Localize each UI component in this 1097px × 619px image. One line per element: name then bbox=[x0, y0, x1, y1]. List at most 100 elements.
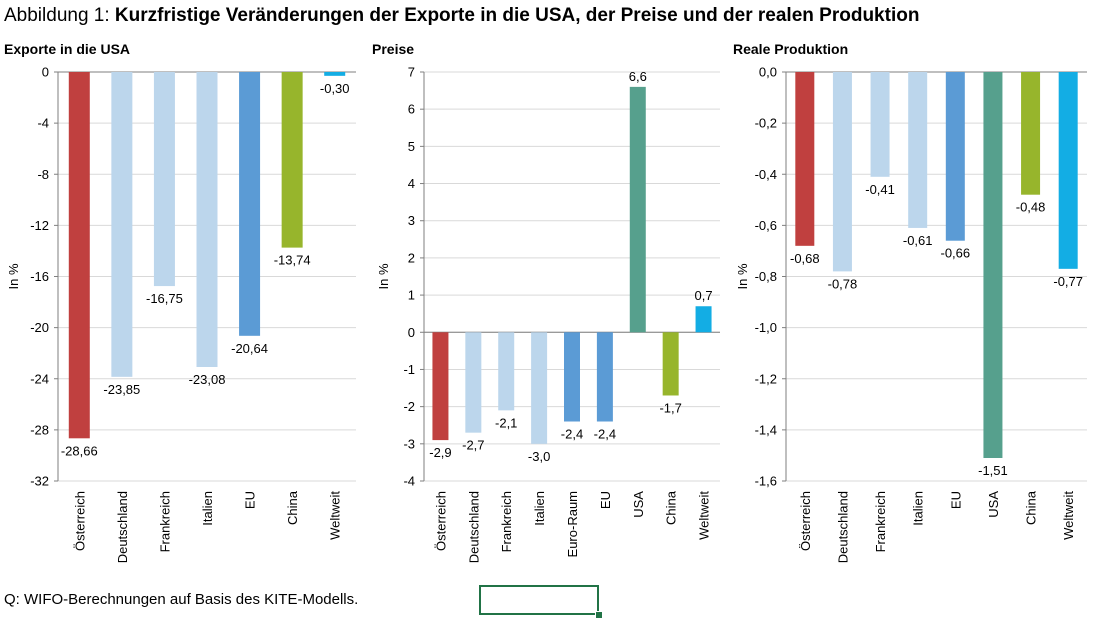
bar bbox=[870, 72, 890, 177]
chart-3-title: Reale Produktion bbox=[733, 41, 848, 57]
category-label: EU bbox=[948, 491, 963, 509]
data-label: -0,77 bbox=[1053, 274, 1083, 289]
category-label: Frankreich bbox=[499, 491, 514, 552]
bar bbox=[465, 332, 482, 433]
y-tick-label: -20 bbox=[30, 320, 49, 335]
y-tick-label: 6 bbox=[408, 102, 415, 117]
chart-1-title: Exporte in die USA bbox=[4, 41, 130, 57]
bar bbox=[432, 332, 449, 441]
y-tick-label: -8 bbox=[37, 167, 49, 182]
bar bbox=[281, 72, 303, 248]
data-label: -28,66 bbox=[61, 443, 98, 458]
data-label: -0,66 bbox=[940, 246, 970, 261]
y-tick-label: -4 bbox=[403, 474, 415, 489]
bar bbox=[695, 306, 712, 333]
bar bbox=[596, 332, 613, 422]
category-label: Frankreich bbox=[157, 491, 172, 552]
data-label: -0,78 bbox=[828, 276, 858, 291]
data-label: -2,7 bbox=[462, 438, 484, 453]
category-label: Österreich bbox=[433, 491, 448, 551]
y-tick-label: 0 bbox=[42, 65, 49, 80]
data-label: -2,1 bbox=[495, 415, 517, 430]
bar bbox=[832, 72, 852, 272]
y-tick-label: -3 bbox=[403, 436, 415, 451]
y-tick-label: 0 bbox=[408, 325, 415, 340]
bar bbox=[111, 72, 133, 377]
data-label: -1,7 bbox=[659, 400, 681, 415]
category-label: Italien bbox=[532, 491, 547, 526]
y-tick-label: -1,4 bbox=[755, 422, 777, 437]
category-label: Italien bbox=[200, 491, 215, 526]
y-tick-label: -24 bbox=[30, 371, 49, 386]
bar bbox=[662, 332, 679, 396]
y-tick-label: -12 bbox=[30, 218, 49, 233]
chart-3-ylabel: In % bbox=[735, 263, 750, 289]
bar bbox=[68, 72, 90, 439]
y-tick-label: 7 bbox=[408, 65, 415, 80]
category-label: Österreich bbox=[72, 491, 87, 551]
bar bbox=[196, 72, 218, 367]
chart-2-ylabel: In % bbox=[376, 263, 391, 289]
y-tick-label: 0,0 bbox=[759, 65, 777, 80]
category-label: Weltweit bbox=[1061, 491, 1076, 540]
bar bbox=[564, 332, 580, 422]
fill-handle[interactable] bbox=[595, 611, 603, 619]
y-tick-label: 3 bbox=[408, 213, 415, 228]
data-label: -13,74 bbox=[274, 253, 311, 268]
data-label: 6,6 bbox=[629, 69, 647, 84]
bar bbox=[1021, 72, 1041, 195]
selected-cell[interactable] bbox=[479, 585, 599, 615]
bar bbox=[324, 72, 346, 76]
y-tick-label: -2 bbox=[403, 399, 415, 414]
y-tick-label: -0,4 bbox=[755, 167, 777, 182]
y-tick-label: 2 bbox=[408, 250, 415, 265]
bar bbox=[498, 332, 515, 411]
bar bbox=[795, 72, 815, 246]
bar bbox=[908, 72, 928, 228]
y-tick-label: -4 bbox=[37, 116, 49, 131]
data-label: -2,9 bbox=[429, 445, 451, 460]
category-label: USA bbox=[986, 491, 1001, 518]
data-label: -16,75 bbox=[146, 291, 183, 306]
category-label: EU bbox=[243, 491, 258, 509]
title-bold: Kurzfristige Veränderungen der Exporte i… bbox=[114, 5, 920, 26]
data-label: -0,61 bbox=[903, 233, 933, 248]
y-tick-label: -1,0 bbox=[755, 320, 777, 335]
figure-title: Abbildung 1: Kurzfristige Veränderungen … bbox=[4, 5, 919, 27]
bar bbox=[531, 332, 548, 444]
bar bbox=[239, 72, 261, 336]
y-tick-label: -0,2 bbox=[755, 116, 777, 131]
chart-2-title: Preise bbox=[372, 41, 414, 57]
category-label: Weltweit bbox=[328, 491, 343, 540]
bar bbox=[945, 72, 965, 241]
category-label: China bbox=[664, 490, 679, 525]
y-tick-label: -1,6 bbox=[755, 474, 777, 489]
data-label: -23,85 bbox=[103, 382, 140, 397]
source-note: Q: WIFO-Berechnungen auf Basis des KITE-… bbox=[4, 591, 359, 608]
y-tick-label: -16 bbox=[30, 269, 49, 284]
data-label: -3,0 bbox=[528, 449, 550, 464]
category-label: Deutschland bbox=[115, 491, 130, 563]
bar bbox=[1058, 72, 1078, 269]
category-label: USA bbox=[631, 491, 646, 518]
y-tick-label: -1,2 bbox=[755, 371, 777, 386]
y-tick-label: 4 bbox=[408, 176, 415, 191]
y-tick-label: 5 bbox=[408, 139, 415, 154]
data-label: -0,48 bbox=[1016, 200, 1046, 215]
category-label: Weltweit bbox=[697, 491, 712, 540]
y-tick-label: -0,6 bbox=[755, 218, 777, 233]
y-tick-label: -0,8 bbox=[755, 269, 777, 284]
data-label: -2,4 bbox=[561, 427, 583, 442]
category-label: Italien bbox=[911, 491, 926, 526]
category-label: China bbox=[1024, 490, 1039, 525]
category-label: Frankreich bbox=[873, 491, 888, 552]
y-tick-label: 1 bbox=[408, 288, 415, 303]
bar bbox=[153, 72, 175, 287]
data-label: -0,68 bbox=[790, 251, 820, 266]
y-tick-label: -28 bbox=[30, 422, 49, 437]
y-tick-label: -1 bbox=[403, 362, 415, 377]
bar bbox=[983, 72, 1003, 458]
bar bbox=[629, 86, 646, 333]
data-label: -0,41 bbox=[865, 182, 895, 197]
